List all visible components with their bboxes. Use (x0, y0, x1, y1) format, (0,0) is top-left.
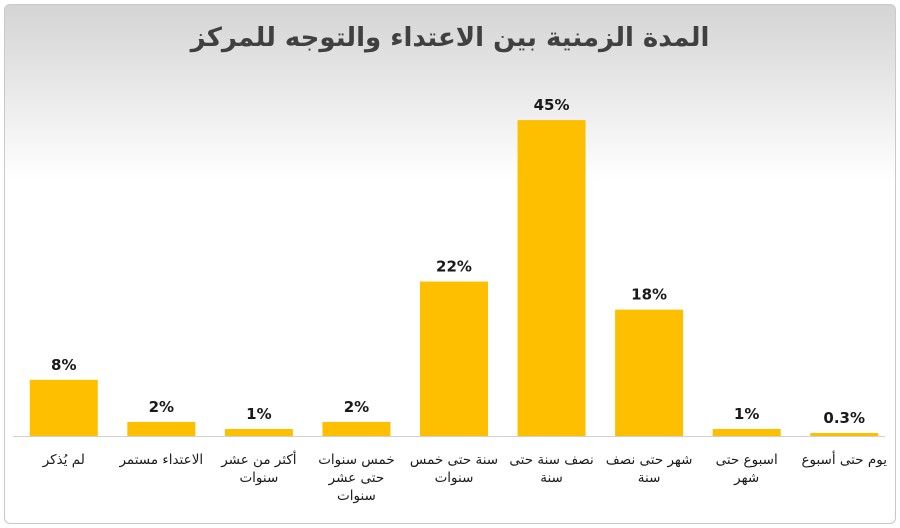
bar-3 (322, 421, 391, 436)
category-label-1-line-0: الاعتداء مستمر (118, 452, 203, 468)
bar-8 (810, 433, 879, 436)
category-label-7-line-1: شهر (733, 470, 759, 486)
data-label-6: 18% (631, 286, 667, 304)
category-label-8-line-0: يوم حتى أسبوع (801, 450, 887, 468)
data-label-5: 45% (534, 96, 570, 114)
category-label-5-line-0: نصف سنة حتى (509, 452, 593, 468)
category-label-6-line-0: شهر حتى نصف (606, 452, 693, 468)
category-label-2-line-0: أكثر من عشر (220, 450, 296, 468)
bar-2 (224, 428, 293, 436)
data-label-0: 8% (51, 356, 76, 374)
category-label-4-line-0: سنة حتى خمس (410, 452, 498, 468)
chart-title: المدة الزمنية بين الاعتداء والتوجه للمرك… (190, 23, 710, 53)
chart-frame: المدة الزمنية بين الاعتداء والتوجه للمرك… (4, 4, 896, 524)
data-label-4: 22% (436, 258, 472, 276)
category-label-6-line-1: سنة (638, 470, 661, 486)
bar-1 (127, 421, 196, 436)
bar-4 (420, 281, 488, 436)
bar-chart: 8% لم يُذكر 2% الاعتداء مستمر 1% أكثر من عشر س… (13, 96, 887, 504)
bar-0 (29, 379, 98, 436)
category-label-5-line-1: سنة (540, 470, 563, 486)
category-label-0-line-0: لم يُذكر (42, 452, 85, 468)
data-label-1: 2% (149, 398, 174, 416)
bar-7 (712, 428, 781, 436)
category-label-3-line-0: خمس سنوات (318, 452, 394, 468)
bar-6 (615, 309, 684, 436)
category-label-7-line-0: اسبوع حتى (716, 452, 778, 468)
category-label-2-line-1: سنوات (239, 470, 278, 486)
data-label-2: 1% (246, 405, 271, 423)
bar-5 (517, 120, 586, 436)
data-label-8: 0.3% (823, 409, 865, 427)
category-label-3-line-1: حتى عشر (328, 470, 385, 486)
data-label-7: 1% (734, 405, 759, 423)
data-label-3: 2% (344, 398, 369, 416)
category-label-4-line-1: سنوات (435, 470, 474, 486)
category-label-3-line-2: سنوات (337, 488, 376, 504)
